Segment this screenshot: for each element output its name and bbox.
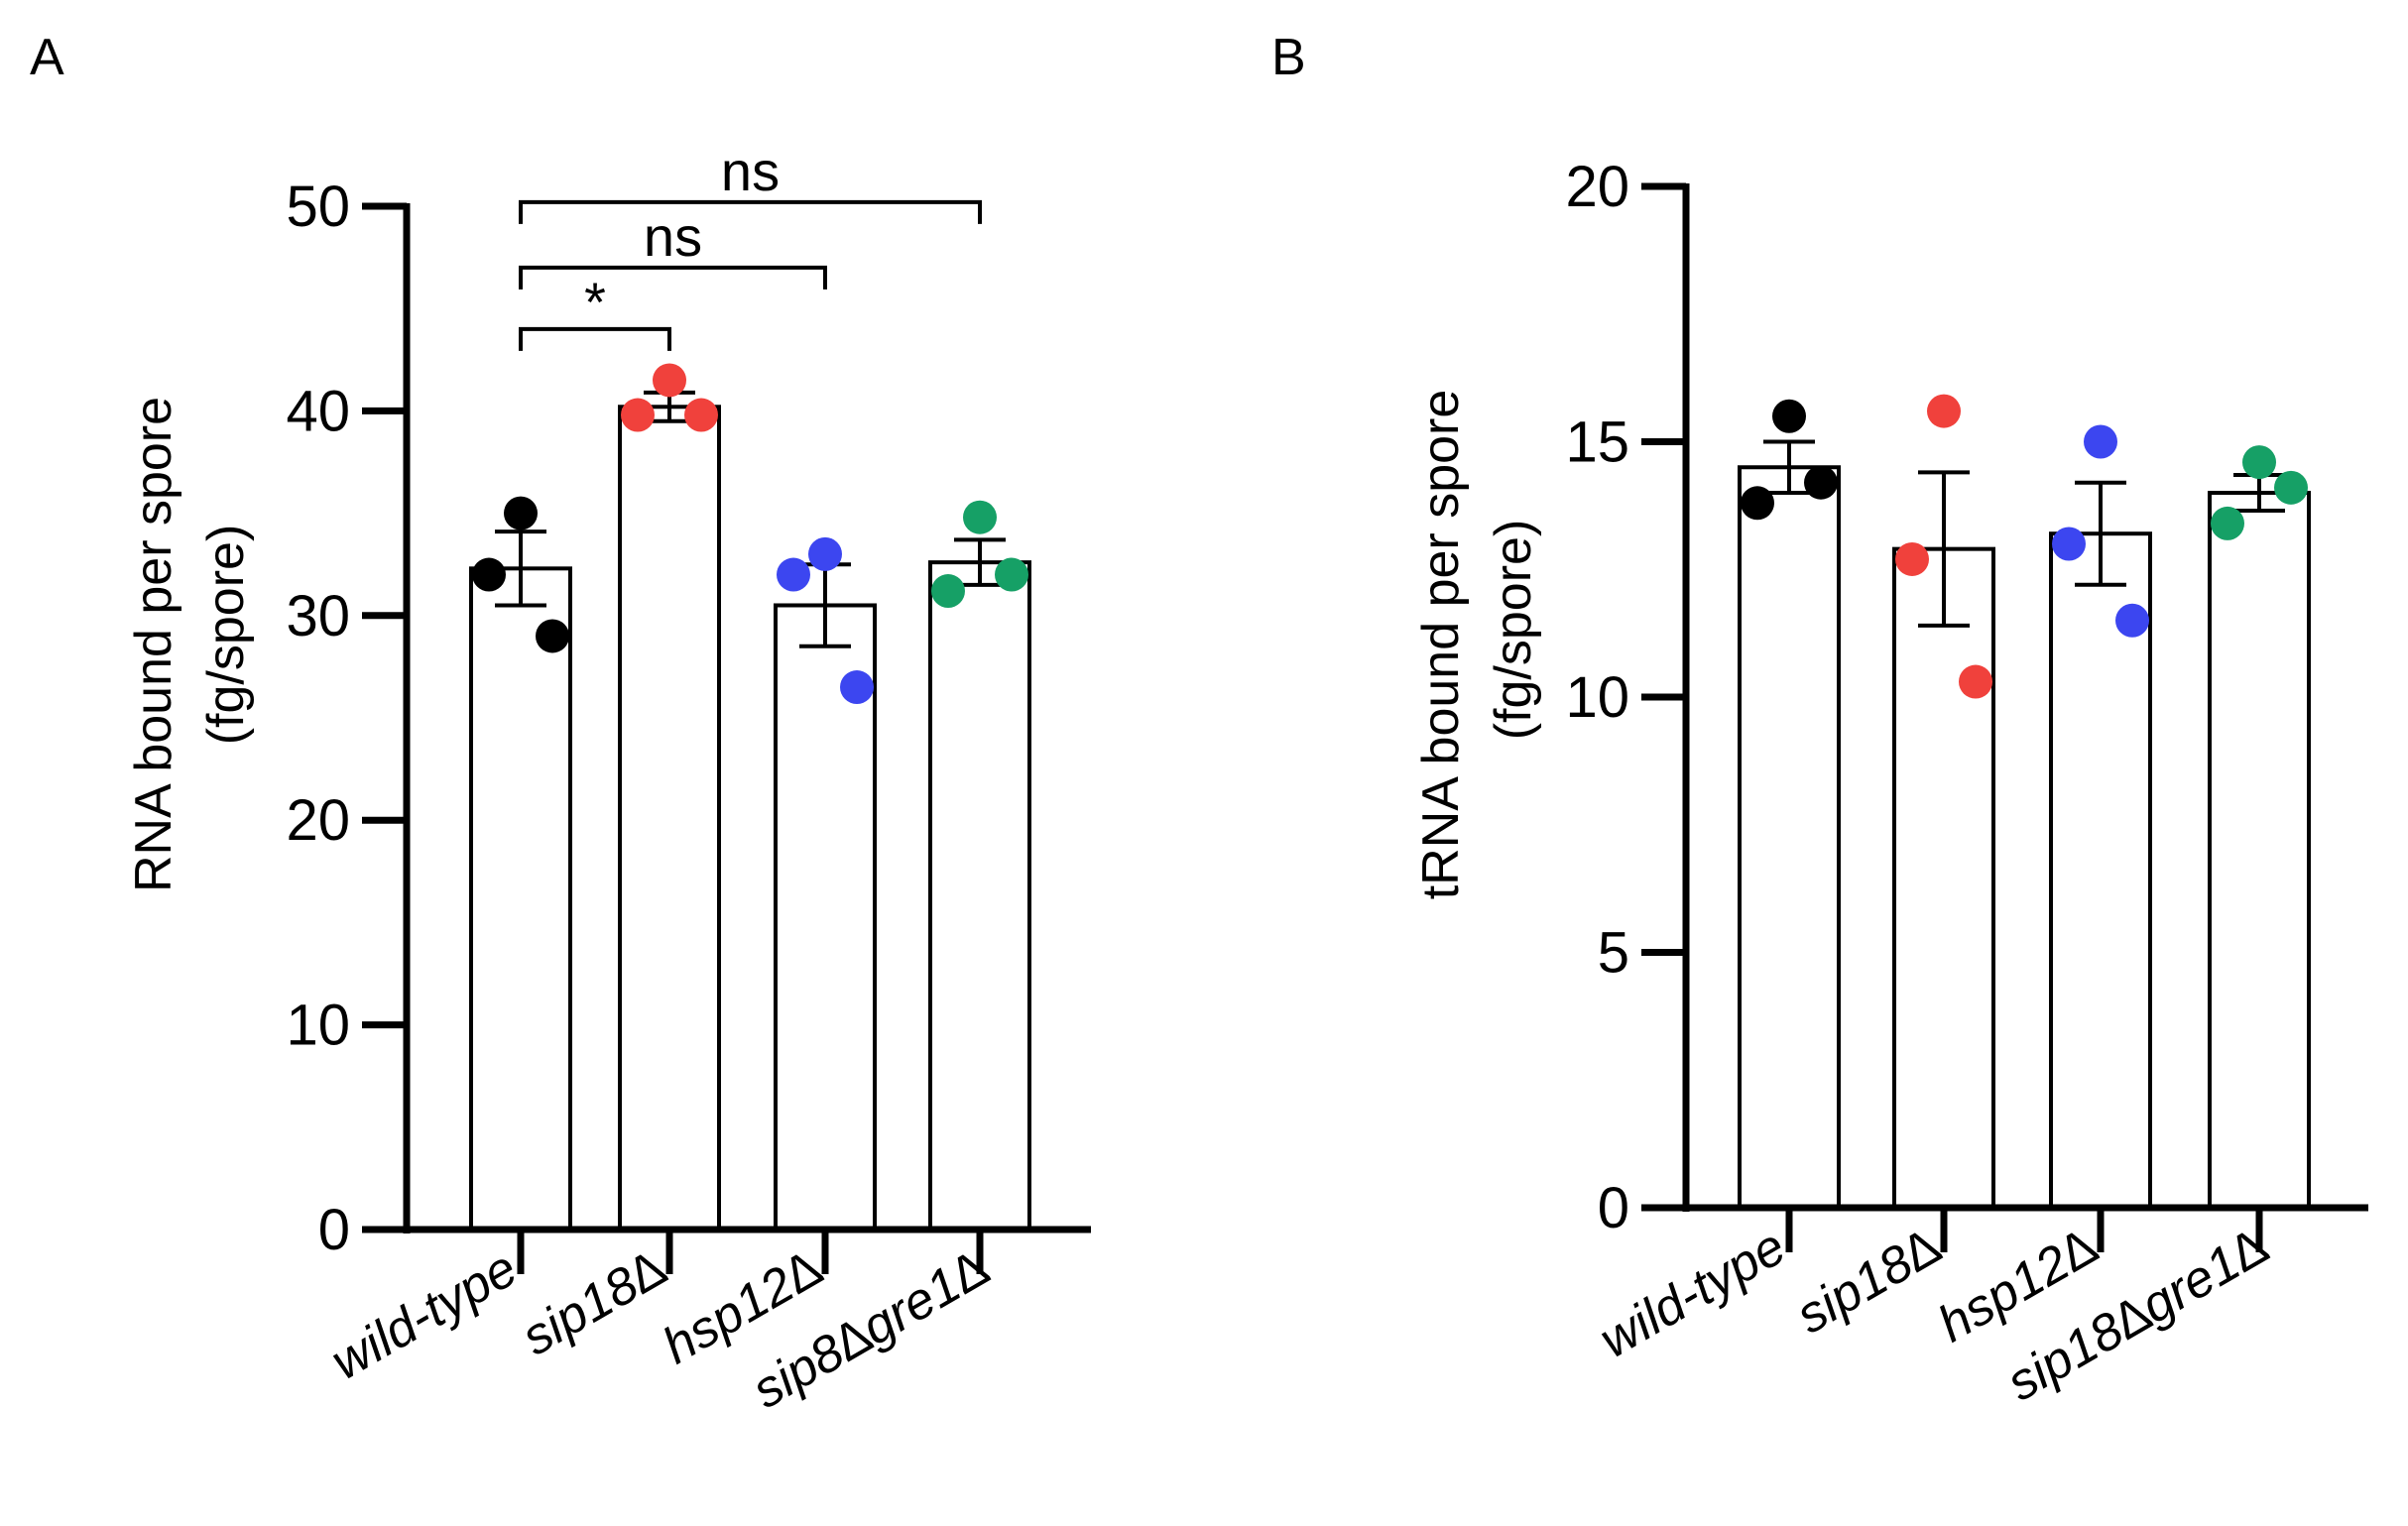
panel-a-point-0-0 [504,496,538,530]
panel-a-point-2-0 [808,536,842,571]
panel-a-point-0-2 [536,619,569,653]
panel-b: B tRNA bound per spore (fg/spore) 0 5 10 15… [1271,29,2368,1412]
panel-b-ylabel-line1: tRNA bound per spore [1412,390,1470,900]
panel-a-sig-label-0: * [584,271,606,333]
panel-b-bar-1 [1892,546,1995,1210]
panel-a-y-tick-label-40: 40 [286,379,350,443]
panel-a: A RNA bound per spore (fg/spore) 0 10 20 30… [30,29,1091,1420]
panel-b-category-label-1: sip18∆ [1787,1218,1950,1345]
panel-a-point-3-0 [963,500,997,534]
panel-a-point-0-1 [472,557,506,592]
panel-a-category-label-1: sip18∆ [513,1239,675,1366]
panel-b-ylabel-line2: (fg/spore) [1485,520,1542,741]
panel-b-point-0-2 [1804,465,1838,500]
panel-a-y-tick-label-20: 20 [286,788,350,853]
panel-b-point-0-0 [1772,399,1806,433]
panel-b-point-2-0 [2084,424,2117,459]
panel-a-sig-label-1: ns [644,205,702,268]
panel-b-point-3-0 [2242,445,2276,480]
panel-b-category-label-0: wild-type [1590,1218,1795,1369]
panel-b-point-0-1 [1741,486,1774,521]
panel-b-letter: B [1271,29,1306,86]
panel-b-y-tick-label-15: 15 [1565,411,1629,475]
panel-a-point-3-2 [995,557,1028,592]
panel-a-point-1-0 [653,363,686,398]
panel-b-point-1-0 [1927,394,1961,428]
panel-b-y-tick-label-20: 20 [1565,155,1629,219]
panel-a-point-1-1 [621,398,655,432]
panel-a-letter: A [30,29,64,86]
panel-b-point-2-2 [2115,603,2149,638]
panel-a-category-label-0: wild-type [321,1239,527,1391]
panel-a-point-2-2 [840,670,874,705]
panel-b-y-tick-label-0: 0 [1598,1176,1629,1240]
panel-b-point-3-2 [2274,470,2308,505]
panel-a-y-tick-label-50: 50 [286,175,350,239]
panel-b-point-2-1 [2052,527,2086,561]
panel-a-point-2-1 [777,557,810,592]
panel-b-y-tick-label-5: 5 [1598,921,1629,986]
panel-a-sig-label-2: ns [721,140,780,202]
panel-a-point-1-2 [684,398,718,432]
panel-a-y-tick-label-10: 10 [286,994,350,1058]
panel-b-point-1-1 [1895,541,1929,576]
panel-a-sig-bracket-0 [519,326,671,351]
panel-a-ylabel-line2: (fg/spore) [197,525,255,746]
panel-b-point-3-1 [2211,506,2244,540]
panel-a-point-3-1 [931,574,965,609]
panel-a-ylabel-line1: RNA bound per spore [125,397,182,892]
panel-a-plot: 01020304050wild-typesip18∆hsp12∆sip8∆gre… [286,140,1091,1420]
panel-a-bar-1 [618,405,721,1233]
panel-b-point-1-2 [1959,664,1992,699]
panel-b-bar-3 [2208,491,2311,1210]
panel-a-bar-3 [928,560,1031,1232]
panel-a-bar-0 [469,566,572,1232]
panel-a-y-tick-label-0: 0 [318,1198,350,1262]
panel-a-y-tick-label-30: 30 [286,584,350,648]
panel-b-bar-0 [1738,465,1841,1210]
panel-b-y-tick-label-10: 10 [1565,665,1629,730]
panel-a-sig-bracket-2 [519,199,982,224]
panel-a-sig-bracket-1 [519,265,827,290]
